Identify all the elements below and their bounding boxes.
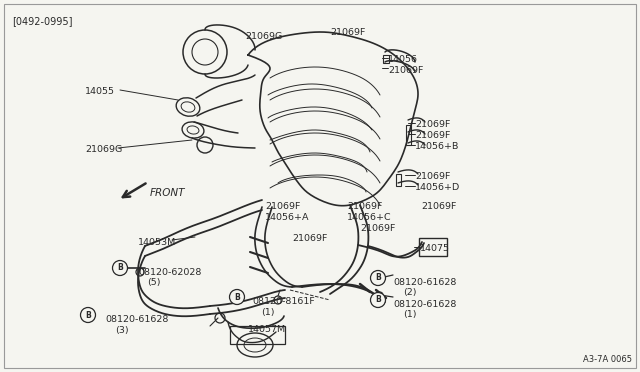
Text: 14056+D: 14056+D [415, 183, 460, 192]
Circle shape [371, 270, 385, 285]
Text: 21069F: 21069F [360, 224, 396, 233]
Text: (2): (2) [403, 288, 417, 297]
Text: 14056: 14056 [388, 55, 418, 64]
Text: 14055: 14055 [85, 87, 115, 96]
Text: 21069F: 21069F [415, 172, 451, 181]
Text: 08120-61628: 08120-61628 [393, 300, 456, 309]
Text: B: B [85, 311, 91, 320]
Text: 21069F: 21069F [265, 202, 300, 211]
Text: 14075: 14075 [420, 244, 450, 253]
Text: [0492-0995]: [0492-0995] [12, 16, 72, 26]
Text: 21069F: 21069F [421, 202, 456, 211]
Circle shape [81, 308, 95, 323]
Bar [383, 55, 389, 63]
Text: 21069F: 21069F [415, 120, 451, 129]
Text: 08120-8161F: 08120-8161F [252, 297, 315, 306]
Text: (1): (1) [261, 308, 275, 317]
Circle shape [113, 260, 127, 276]
Text: B: B [375, 295, 381, 305]
Text: 14053M: 14053M [138, 238, 176, 247]
Text: A3-7A 0065: A3-7A 0065 [583, 355, 632, 364]
Bar [396, 174, 401, 186]
Text: 08120-62028: 08120-62028 [138, 268, 202, 277]
Text: 21069G: 21069G [85, 145, 122, 154]
Text: FRONT: FRONT [150, 188, 186, 198]
Text: B: B [117, 263, 123, 273]
Text: 21069F: 21069F [292, 234, 328, 243]
Text: B: B [375, 273, 381, 282]
Text: 14057M: 14057M [248, 325, 286, 334]
Text: 21069F: 21069F [388, 66, 424, 75]
Text: 08120-61628: 08120-61628 [393, 278, 456, 287]
Text: 14056+A: 14056+A [265, 213, 310, 222]
Text: (1): (1) [403, 310, 417, 319]
Text: 21069F: 21069F [347, 202, 382, 211]
Text: 21069F: 21069F [415, 131, 451, 140]
Text: (3): (3) [115, 326, 129, 335]
Bar [419, 238, 447, 256]
Circle shape [230, 289, 244, 305]
Text: 08120-61628: 08120-61628 [105, 315, 168, 324]
Text: (5): (5) [147, 278, 161, 287]
Text: 21069F: 21069F [330, 28, 365, 37]
Circle shape [371, 292, 385, 308]
Bar [406, 125, 411, 145]
Text: B: B [234, 292, 240, 301]
Text: 14056+B: 14056+B [415, 142, 460, 151]
Bar [230, 326, 285, 344]
Text: 21069G: 21069G [245, 32, 282, 41]
Text: 14056+C: 14056+C [347, 213, 392, 222]
